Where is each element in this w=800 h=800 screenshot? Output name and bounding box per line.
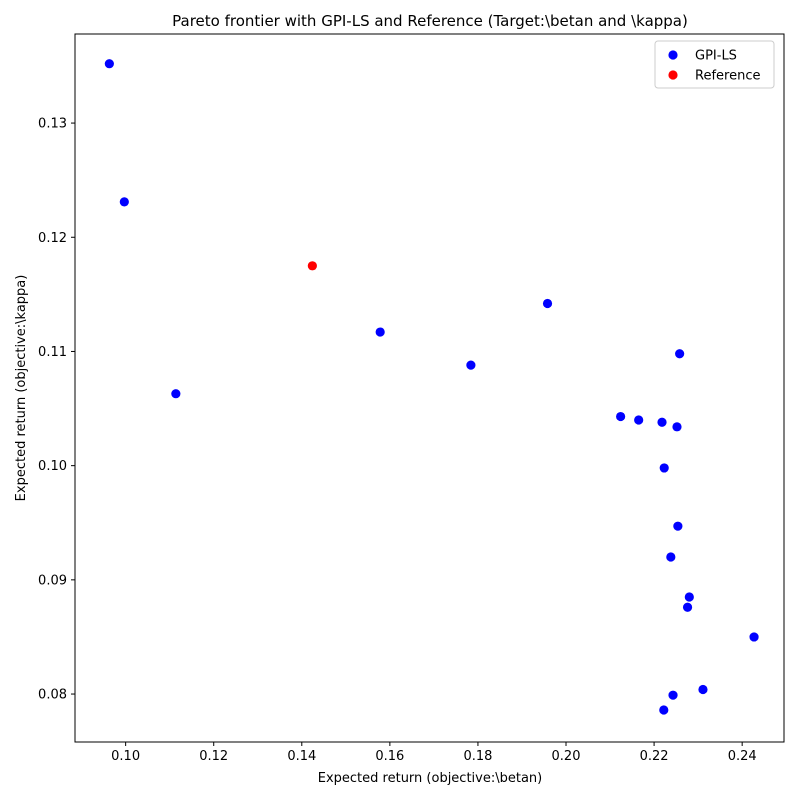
data-point-gpi-ls xyxy=(466,360,476,370)
data-point-gpi-ls xyxy=(666,552,676,562)
x-tick-label: 0.22 xyxy=(640,749,669,764)
data-point-gpi-ls xyxy=(375,327,385,337)
legend-box xyxy=(654,40,775,89)
data-point-gpi-ls xyxy=(675,349,685,359)
y-tick-label: 0.09 xyxy=(38,573,67,588)
data-point-gpi-ls xyxy=(659,463,669,473)
data-point-gpi-ls xyxy=(672,422,682,432)
data-point-gpi-ls xyxy=(682,602,693,612)
data-point-gpi-ls xyxy=(668,690,678,700)
legend-entry-label: Reference xyxy=(695,69,760,84)
y-axis-label: Expected return (objective:\kappa) xyxy=(14,275,29,502)
data-point-gpi-ls xyxy=(673,521,683,531)
data-point-gpi-ls xyxy=(749,632,759,642)
x-axis-label: Expected return (objective:\betan) xyxy=(318,771,543,786)
data-points xyxy=(104,59,759,715)
data-point-gpi-ls xyxy=(659,705,669,715)
x-tick-label: 0.24 xyxy=(728,749,757,764)
legend-entry-label: GPI-LS xyxy=(695,49,737,64)
data-point-gpi-ls xyxy=(657,417,667,427)
y-tick-label: 0.11 xyxy=(38,345,67,360)
x-tick-label: 0.18 xyxy=(463,749,492,764)
y-tick-label: 0.12 xyxy=(38,231,67,246)
y-tick-label: 0.13 xyxy=(38,117,67,132)
x-tick-label: 0.14 xyxy=(287,749,316,764)
data-point-gpi-ls xyxy=(634,415,644,425)
data-point-gpi-ls xyxy=(104,59,114,69)
data-point-gpi-ls xyxy=(684,592,694,602)
plot-frame xyxy=(74,33,785,743)
x-tick-label: 0.10 xyxy=(111,749,140,764)
data-point-gpi-ls xyxy=(616,411,626,422)
y-tick-label: 0.10 xyxy=(38,459,67,474)
legend-marker xyxy=(668,50,678,60)
axis-ticks: 0.10 0.12 0.14 0.16 0.18 0.20 0.22 0.24 0.08 0.09… xyxy=(38,117,757,764)
data-point-gpi-ls xyxy=(542,298,553,309)
legend: GPI-LS Reference xyxy=(654,40,775,89)
x-tick-label: 0.16 xyxy=(375,749,404,764)
data-point-reference xyxy=(307,261,317,271)
data-point-gpi-ls xyxy=(171,389,181,399)
chart-title: Pareto frontier with GPI-LS and Referenc… xyxy=(172,12,688,30)
y-tick-label: 0.08 xyxy=(38,688,67,703)
x-tick-label: 0.12 xyxy=(199,749,228,764)
data-point-gpi-ls xyxy=(698,684,708,695)
legend-marker xyxy=(668,70,678,80)
x-tick-label: 0.20 xyxy=(552,749,581,764)
data-point-gpi-ls xyxy=(119,197,129,207)
